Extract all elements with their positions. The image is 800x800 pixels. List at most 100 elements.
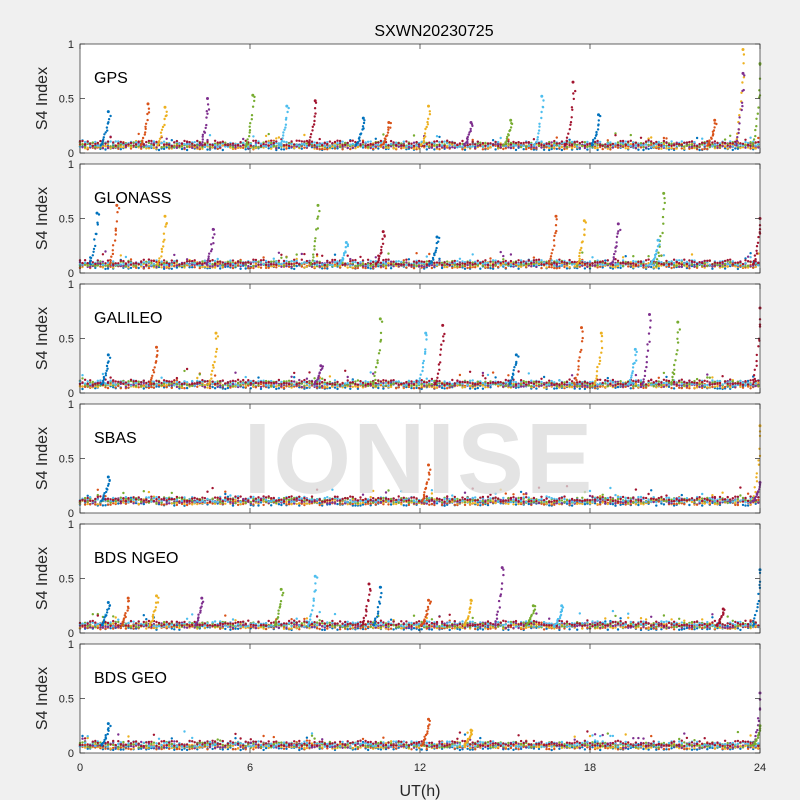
data-point xyxy=(486,266,490,269)
data-point xyxy=(285,147,288,150)
data-point xyxy=(701,141,704,144)
data-point xyxy=(688,143,691,147)
data-point xyxy=(548,265,551,269)
data-point xyxy=(208,143,212,146)
data-point xyxy=(282,386,286,390)
data-point xyxy=(451,141,454,144)
data-point xyxy=(321,147,324,151)
data-point xyxy=(328,261,332,264)
data-point xyxy=(446,265,449,268)
data-point xyxy=(379,139,383,143)
data-point xyxy=(433,148,436,151)
data-point xyxy=(247,261,250,264)
spike-point xyxy=(253,99,256,103)
spike-point xyxy=(314,112,317,115)
data-point xyxy=(119,387,123,390)
data-point xyxy=(226,386,230,390)
data-point xyxy=(331,258,334,262)
spike-point xyxy=(736,136,739,139)
spike-peak xyxy=(741,71,745,75)
data-point xyxy=(293,267,296,271)
data-point xyxy=(578,141,581,145)
data-point xyxy=(588,260,592,263)
data-point xyxy=(147,147,151,150)
data-point xyxy=(346,146,349,150)
data-point xyxy=(293,146,296,150)
data-point xyxy=(134,262,138,265)
data-point xyxy=(160,263,163,266)
data-point xyxy=(122,141,125,145)
spike-point xyxy=(757,235,760,239)
data-point xyxy=(479,267,482,270)
data-point xyxy=(117,262,120,265)
data-point xyxy=(647,143,650,147)
data-point xyxy=(183,146,186,150)
data-point xyxy=(254,146,258,150)
data-point xyxy=(275,260,278,263)
data-point xyxy=(499,250,502,254)
spike-point xyxy=(580,246,583,250)
data-point xyxy=(119,259,123,262)
data-point xyxy=(614,263,617,266)
data-point xyxy=(716,141,719,145)
spike-point xyxy=(437,240,440,243)
spike-point xyxy=(708,139,711,142)
data-point xyxy=(400,260,403,264)
data-point xyxy=(609,143,612,147)
data-point xyxy=(109,383,112,387)
spike-point xyxy=(595,130,598,134)
data-point xyxy=(344,262,347,266)
data-point xyxy=(285,262,288,265)
data-point xyxy=(119,145,123,149)
data-point xyxy=(191,266,194,269)
data-point xyxy=(678,142,681,146)
data-point xyxy=(81,387,84,391)
data-point xyxy=(300,147,303,150)
data-point xyxy=(354,385,357,388)
data-point xyxy=(109,140,112,143)
data-point xyxy=(499,264,502,267)
data-point xyxy=(642,260,645,263)
spike-point xyxy=(735,142,738,145)
data-point xyxy=(553,143,556,147)
data-point xyxy=(527,141,530,144)
data-point xyxy=(486,144,490,148)
spike-peak xyxy=(211,227,215,231)
spike-point xyxy=(312,253,315,256)
data-point xyxy=(652,264,655,267)
data-point xyxy=(650,136,653,139)
data-point xyxy=(185,140,189,143)
data-point xyxy=(752,266,755,269)
data-point xyxy=(619,266,622,270)
data-point xyxy=(476,262,479,265)
data-point xyxy=(341,263,344,267)
data-point xyxy=(389,385,393,389)
spike-peak xyxy=(554,214,558,218)
data-point xyxy=(438,148,441,151)
data-point xyxy=(642,263,645,267)
data-point xyxy=(504,147,507,150)
data-point xyxy=(280,253,283,256)
data-point xyxy=(558,266,561,270)
data-point xyxy=(277,259,281,262)
data-point xyxy=(593,261,597,264)
spike-point xyxy=(740,101,744,105)
data-point xyxy=(644,259,648,262)
spike-point xyxy=(383,234,386,237)
spike-point xyxy=(756,112,759,115)
data-point xyxy=(713,261,717,264)
data-point xyxy=(415,252,418,255)
data-point xyxy=(614,142,617,145)
data-point xyxy=(509,253,513,256)
data-point xyxy=(639,142,643,145)
data-point xyxy=(326,148,329,151)
data-point xyxy=(122,259,125,263)
data-point xyxy=(527,262,530,266)
spike-point xyxy=(89,256,93,260)
data-point xyxy=(206,386,209,389)
data-point xyxy=(479,141,482,144)
data-point xyxy=(219,141,222,144)
data-point xyxy=(509,259,513,263)
data-point xyxy=(193,266,196,269)
data-point xyxy=(586,265,589,268)
